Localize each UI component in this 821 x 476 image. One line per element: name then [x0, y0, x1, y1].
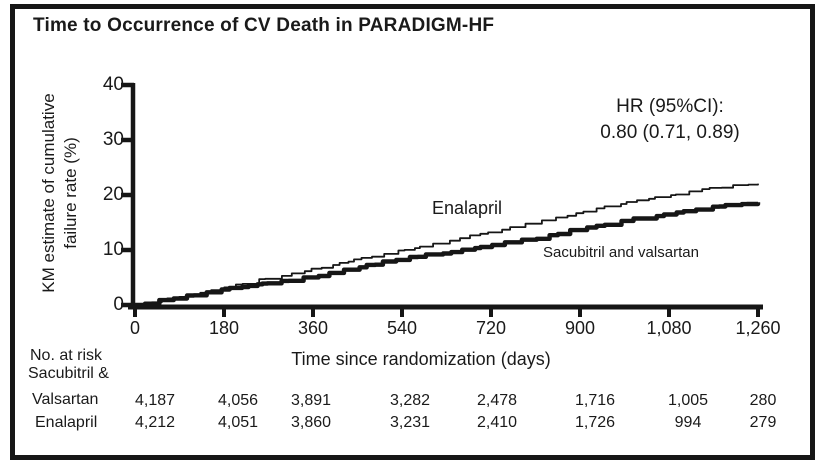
enalapril-curve — [135, 183, 759, 306]
x-tick-label-540: 540 — [386, 318, 418, 338]
x-tick-label-720: 720 — [475, 318, 507, 338]
risk-value-row1-col8: 280 — [749, 392, 777, 409]
y-tick-label-40: 40 — [102, 74, 124, 95]
risk-value-row2-col8: 279 — [749, 414, 777, 431]
hr-annotation-line2: 0.80 (0.71, 0.89) — [600, 122, 740, 143]
risk-value-row2-col5: 2,410 — [476, 414, 518, 431]
risk-row-sacubitril-label-line2: Valsartan — [32, 391, 99, 408]
x-tick-label-900: 900 — [564, 318, 596, 338]
x-tick-label-360: 360 — [297, 318, 329, 338]
y-tick-label-0: 0 — [113, 294, 124, 315]
risk-value-row1-col5: 2,478 — [476, 392, 518, 409]
x-tick-label-1080: 1,080 — [646, 318, 692, 338]
enalapril-curve-label: Enalapril — [432, 198, 503, 218]
y-tick-label-20: 20 — [102, 184, 124, 205]
risk-row-enalapril-label: Enalapril — [35, 414, 98, 431]
risk-row-sacubitril-label-line1: Sacubitril & — [28, 365, 109, 382]
sacubitril-curve-label: Sacubitril and valsartan — [543, 244, 699, 261]
hr-annotation-line1: HR (95%CI): — [616, 96, 724, 117]
risk-value-row1-col1: 4,187 — [134, 392, 176, 409]
risk-value-row1-col2: 4,056 — [217, 392, 259, 409]
y-tick-label-30: 30 — [102, 129, 124, 150]
risk-table-header: No. at risk — [30, 347, 103, 364]
x-tick-label-180: 180 — [208, 318, 240, 338]
hr-annotation: HR (95%CI): 0.80 (0.71, 0.89) — [530, 94, 810, 146]
risk-value-row2-col6: 1,726 — [574, 414, 616, 431]
y-tick-label-10: 10 — [102, 239, 124, 260]
risk-value-row1-col7: 1,005 — [667, 392, 709, 409]
risk-value-row2-col4: 3,231 — [389, 414, 431, 431]
x-tick-label-1260: 1,260 — [735, 318, 781, 338]
risk-value-row2-col7: 994 — [674, 414, 702, 431]
x-axis-title: Time since randomization (days) — [291, 349, 551, 369]
risk-value-row2-col1: 4,212 — [134, 414, 176, 431]
risk-value-row1-col3: 3,891 — [290, 392, 332, 409]
risk-value-row1-col4: 3,282 — [389, 392, 431, 409]
sacubitril-valsartan-curve — [135, 201, 761, 308]
x-tick-label-0: 0 — [129, 318, 140, 338]
risk-value-row2-col3: 3,860 — [290, 414, 332, 431]
figure-border — [10, 4, 815, 460]
risk-value-row1-col6: 1,716 — [574, 392, 616, 409]
risk-value-row2-col2: 4,051 — [217, 414, 259, 431]
chart-title: Time to Occurrence of CV Death in PARADI… — [33, 15, 495, 36]
